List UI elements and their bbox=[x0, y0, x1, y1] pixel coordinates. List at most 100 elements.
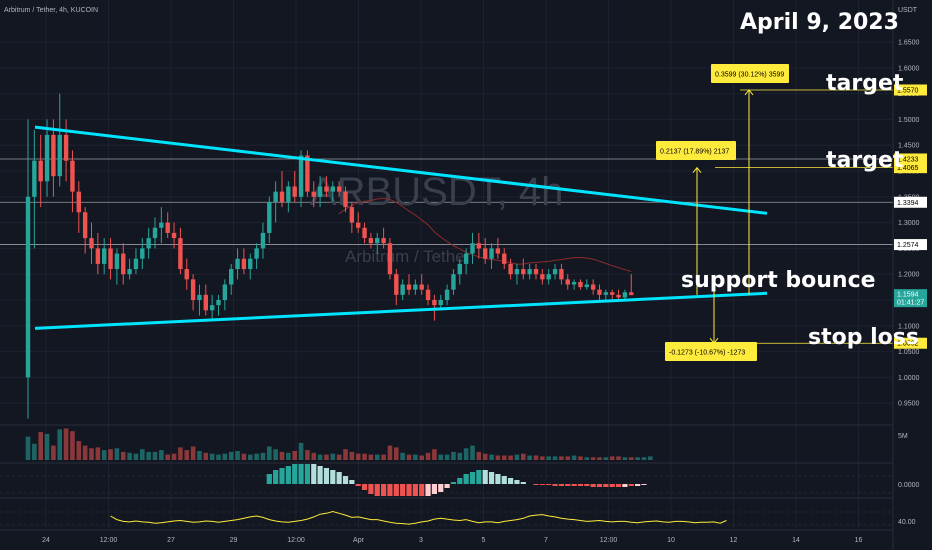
osc-bar bbox=[584, 484, 590, 486]
price-tag-white[interactable] bbox=[894, 239, 927, 251]
candle-body bbox=[483, 248, 488, 259]
time-tick: 12 bbox=[730, 537, 738, 544]
osc-bar bbox=[317, 466, 323, 484]
candle-body bbox=[502, 253, 507, 264]
watermark-name: Arbitrum / Tether bbox=[345, 247, 471, 266]
price-tag-yellow-text: 1.4065 bbox=[897, 165, 919, 172]
volume-bar bbox=[603, 457, 609, 460]
time-tick: 7 bbox=[544, 537, 548, 544]
candle-body bbox=[603, 292, 609, 295]
volume-bar bbox=[286, 452, 291, 460]
horizontal-levels bbox=[0, 89, 893, 344]
volume-bar bbox=[578, 456, 583, 460]
osc-bar bbox=[603, 484, 609, 487]
measure-label-box[interactable] bbox=[665, 342, 757, 361]
candle-body bbox=[419, 284, 424, 290]
trendline-lower[interactable] bbox=[34, 291, 768, 330]
osc-bar bbox=[609, 484, 615, 487]
current-price-tag[interactable] bbox=[894, 289, 927, 308]
price-tick: 1.0000 bbox=[898, 375, 920, 382]
osc-bar bbox=[412, 484, 418, 496]
candle-body bbox=[590, 284, 596, 290]
volume-bar bbox=[425, 452, 431, 460]
candle-body bbox=[533, 269, 539, 275]
osc-bar bbox=[311, 464, 317, 484]
candle-body bbox=[311, 191, 316, 197]
time-tick: Apr bbox=[353, 537, 365, 544]
volume-bar bbox=[209, 453, 215, 460]
candle-body bbox=[400, 284, 405, 295]
volume-bar bbox=[546, 456, 551, 460]
osc-bar bbox=[298, 464, 304, 484]
volume-bar bbox=[387, 445, 393, 460]
price-axis[interactable]: 1.65001.60001.55001.50001.45001.40001.35… bbox=[894, 40, 927, 408]
osc-bar bbox=[635, 484, 641, 486]
volume-bar bbox=[222, 453, 228, 460]
candle-body bbox=[229, 269, 234, 285]
time-axis[interactable]: 24 12:00 27 29 12:00 Apr 3 5 7 12:00 10 12 14 16 bbox=[42, 537, 862, 544]
candle-body bbox=[375, 238, 380, 244]
trendlines[interactable] bbox=[34, 125, 768, 330]
osc-bar bbox=[558, 484, 564, 486]
volume-bar bbox=[400, 452, 405, 460]
candle-body bbox=[292, 186, 297, 197]
candle-body bbox=[209, 305, 215, 311]
volume-bar bbox=[355, 453, 361, 460]
volume-bar bbox=[590, 457, 596, 460]
price-tag-yellow[interactable] bbox=[894, 84, 927, 96]
current-price-text: 1.1594 bbox=[897, 292, 919, 299]
trendline-upper[interactable] bbox=[34, 125, 768, 215]
time-tick: 12:00 bbox=[600, 537, 618, 544]
candle-body bbox=[267, 201, 272, 233]
candle-body bbox=[171, 232, 177, 239]
time-tick: 14 bbox=[792, 537, 800, 544]
candle-body bbox=[127, 269, 132, 275]
price-tag-yellow-text: 1.4233 bbox=[897, 156, 919, 163]
candle-body bbox=[197, 294, 202, 300]
osc-bar bbox=[590, 484, 596, 487]
volume-bar bbox=[381, 454, 386, 460]
volume-bar bbox=[552, 456, 558, 460]
volume-bar bbox=[501, 455, 507, 460]
measure-label-box[interactable] bbox=[711, 64, 789, 83]
candle-body bbox=[343, 191, 348, 208]
candle-body bbox=[114, 253, 120, 270]
osc-bar bbox=[400, 484, 406, 496]
price-tick: 1.5000 bbox=[898, 117, 920, 124]
volume-bar bbox=[305, 450, 310, 460]
price-tag-yellow[interactable] bbox=[894, 337, 927, 349]
volume-bar bbox=[527, 455, 532, 460]
candle-body bbox=[146, 238, 151, 249]
candle-body bbox=[470, 243, 475, 254]
candle-body bbox=[413, 284, 418, 290]
osc-bar bbox=[628, 484, 634, 486]
volume-bar bbox=[178, 447, 183, 460]
candle-body bbox=[451, 274, 456, 290]
volume-bar bbox=[343, 449, 348, 460]
volume-bar bbox=[641, 457, 647, 460]
volume-bar bbox=[101, 450, 107, 460]
candle-body bbox=[508, 263, 513, 275]
price-tag-white[interactable] bbox=[894, 196, 927, 208]
header-pair-label: Arbitrum / Tether, 4h, KUCOIN bbox=[4, 7, 98, 14]
osc-bar bbox=[342, 476, 349, 484]
annotation-text: stop loss bbox=[808, 325, 919, 350]
candle-body bbox=[381, 238, 386, 244]
measure-arrows[interactable]: 0.3599 (30.12%) 3599 0.2137 (17.89%) 2137… bbox=[656, 64, 789, 361]
measure-label-box[interactable] bbox=[656, 141, 736, 160]
volume-bar bbox=[616, 456, 621, 460]
candle-body bbox=[108, 248, 113, 270]
price-tag-yellow[interactable] bbox=[894, 153, 927, 165]
candle-body bbox=[546, 274, 551, 280]
annotation-text: support bounce bbox=[681, 268, 876, 293]
price-tag-white-text: 1.2574 bbox=[897, 242, 919, 249]
price-tag-yellow[interactable] bbox=[894, 162, 927, 174]
osc-bar bbox=[508, 478, 514, 484]
candle-body bbox=[495, 248, 501, 254]
candle-body bbox=[584, 284, 589, 288]
volume-bar bbox=[317, 454, 323, 460]
volume-bar bbox=[197, 451, 202, 460]
volume-bar bbox=[559, 456, 564, 460]
volume-bar bbox=[584, 457, 590, 460]
